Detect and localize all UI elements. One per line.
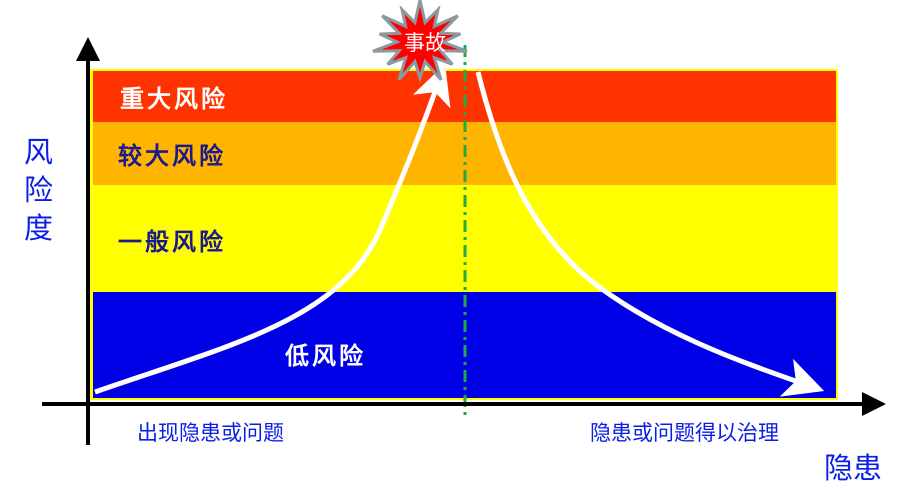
- y-axis-label-2: 险: [24, 173, 53, 207]
- band-label-low: 低风险: [284, 342, 366, 370]
- left-caption: 出现隐患或问题: [137, 421, 284, 445]
- band-label-large: 较大风险: [118, 142, 226, 170]
- right-caption: 隐患或问题得以治理: [590, 421, 779, 445]
- accident-starburst-icon: [372, 0, 468, 84]
- y-axis-label-3: 度: [24, 211, 53, 245]
- falling-risk-curve: [475, 71, 825, 397]
- band-label-major: 重大风险: [120, 85, 228, 113]
- band-label-general: 一般风险: [118, 228, 226, 256]
- y-axis-label-1: 风: [24, 135, 53, 169]
- accident-label: 事故: [404, 31, 446, 55]
- x-axis-label: 隐患: [824, 451, 882, 485]
- rising-risk-curve: [94, 63, 451, 395]
